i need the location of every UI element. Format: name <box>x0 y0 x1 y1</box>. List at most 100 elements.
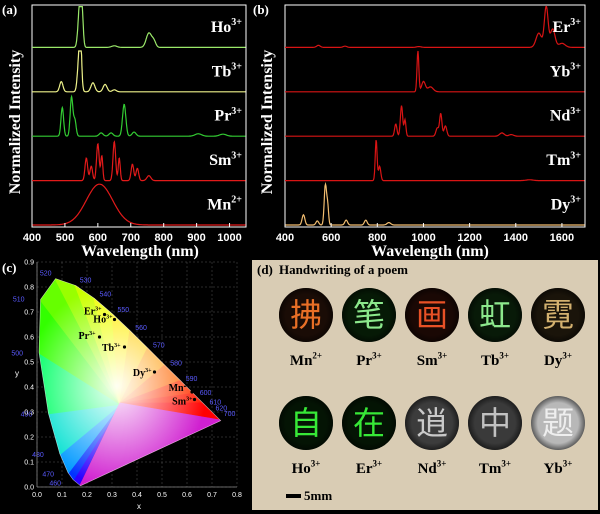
wavelength-label: 580 <box>170 360 182 367</box>
sample-pr: 笔 Pr3+ <box>342 288 396 369</box>
cie-axes: 0.0 0.1 0.2 0.3 0.4 0.5 0.6 0.7 0.8 0.0 0.1 0.2 0.3 0… <box>24 260 242 500</box>
cie-label-sm: Sm3+ <box>172 396 193 407</box>
handwritten-character: 虹 <box>479 296 511 334</box>
sample-tb: 虹 Tb3+ <box>468 288 522 369</box>
panel-c-tag: (c) <box>2 260 16 275</box>
cie-point-tb <box>122 345 127 349</box>
panel-d: (d) Handwriting of a poem 拂 Mn2+ 笔 Pr3+ 画 Sm3… <box>252 260 598 510</box>
panel-a-xlabel: Wavelength (nm) <box>81 243 199 260</box>
cie-y-tick: 0.0 <box>24 485 34 492</box>
handwritten-character: 笔 <box>353 296 385 334</box>
wavelength-label: 560 <box>135 325 147 332</box>
sample-nd: 逍 Nd3+ <box>405 396 459 477</box>
x-tick-label: 600 <box>89 232 107 244</box>
handwritten-character: 题 <box>542 404 574 442</box>
sample-dy: 霓 Dy3+ <box>531 288 585 369</box>
spectrum-sm <box>32 140 246 182</box>
cie-label-mn: Mn2+ <box>169 383 191 394</box>
cie-point-sm <box>192 397 197 402</box>
panel-d-samples: 拂 Mn2+ 笔 Pr3+ 画 Sm3+ 虹 Tb3+ 霓 Dy3+ 自 Ho3+ 在 Er3+ 逍 Nd3+… <box>279 288 585 477</box>
spectrum-nd <box>285 105 585 137</box>
cie-label-pr: Pr3+ <box>79 331 97 342</box>
wavelength-label: 530 <box>80 278 92 285</box>
cie-label-ho: Ho3+ <box>93 314 113 325</box>
cie-label-dy: Dy3+ <box>133 368 152 379</box>
sample-ho: 自 Ho3+ <box>279 396 333 477</box>
sample-label-nd: Nd3+ <box>418 459 447 477</box>
wavelength-label: 540 <box>100 292 112 299</box>
cie-y-tick: 0.3 <box>24 410 34 417</box>
ion-label-tm: Tm3+ <box>546 150 581 169</box>
ion-label-pr: Pr3+ <box>214 106 242 125</box>
ion-label-nd: Nd3+ <box>550 106 581 125</box>
cie-x-tick: 0.1 <box>57 492 67 499</box>
handwritten-character: 在 <box>353 404 385 442</box>
cie-point-mn <box>190 390 194 394</box>
handwritten-character: 画 <box>416 296 448 334</box>
panel-a-x-ticks: 400 500 600 700 800 900 1000 <box>23 223 242 244</box>
scale-bar <box>286 494 301 498</box>
ion-label-tb: Tb3+ <box>212 62 243 81</box>
panel-a-ion-labels: Ho3+ Tb3+ Pr3+ Sm3+ Mn2+ <box>207 17 242 213</box>
x-tick-label: 800 <box>155 232 173 244</box>
sample-yb: 题 Yb3+ <box>531 396 585 477</box>
panel-b-x-ticks: 400 600 800 1000 1200 1400 1600 <box>276 223 574 244</box>
cie-y-tick: 0.9 <box>24 260 34 267</box>
wavelength-label: 620 <box>216 406 228 413</box>
cie-point-pr <box>97 335 102 339</box>
cie-x-tick: 0.7 <box>207 492 217 499</box>
wavelength-label: 480 <box>32 452 44 459</box>
handwritten-character: 逍 <box>416 404 448 442</box>
x-tick-label: 1400 <box>504 232 528 244</box>
panel-b-ion-labels: Er3+ Yb3+ Nd3+ Tm3+ Dy3+ <box>546 17 581 213</box>
cie-x-tick: 0.5 <box>157 492 167 499</box>
wavelength-label: 600 <box>200 390 212 397</box>
sample-label-sm: Sm3+ <box>417 351 447 369</box>
sample-er: 在 Er3+ <box>342 396 396 477</box>
cie-x-tick: 0.2 <box>82 492 92 499</box>
cie-x-tick: 0.0 <box>32 492 42 499</box>
wavelength-label: 470 <box>42 472 54 479</box>
wavelength-label: 550 <box>118 307 130 314</box>
ion-label-yb: Yb3+ <box>550 62 581 81</box>
sample-label-dy: Dy3+ <box>544 351 572 369</box>
sample-label-tm: Tm3+ <box>479 459 511 477</box>
cie-points: Er3+Ho3+ Pr3+ Tb3+ Dy3+ Mn2+ Sm3+ <box>79 306 197 408</box>
sample-label-yb: Yb3+ <box>544 459 573 477</box>
panel-c: (c) 460 470 480 490 500 510 520 530 540 550 560 570… <box>2 260 242 512</box>
x-tick-label: 1200 <box>457 232 481 244</box>
sample-label-pr: Pr3+ <box>356 351 381 369</box>
handwritten-character: 拂 <box>290 296 322 334</box>
cie-x-tick: 0.4 <box>132 492 142 499</box>
cie-y-tick: 0.8 <box>24 285 34 292</box>
panel-b-ylabel: Normalized Intensity <box>259 50 276 194</box>
x-tick-label: 1000 <box>217 232 241 244</box>
spectrum-tb <box>32 50 246 93</box>
cie-y-tick: 0.5 <box>24 360 34 367</box>
wavelength-label: 520 <box>40 271 52 278</box>
cie-wavelength-labels: 460 470 480 490 500 510 520 530 540 550 560 570 580 5… <box>11 271 235 488</box>
panel-b-traces <box>285 6 585 226</box>
wavelength-label: 490 <box>21 411 33 418</box>
panel-a-ylabel: Normalized Intensity <box>7 50 24 194</box>
handwritten-character: 自 <box>290 404 322 442</box>
cie-y-tick: 0.4 <box>24 385 34 392</box>
spectral-locus-outline <box>38 278 222 487</box>
panel-a: (a) Normalized Intensity Ho3+ Tb3+ Pr3+ Sm3… <box>2 2 247 260</box>
cie-xlabel: x <box>137 502 141 511</box>
spectrum-tm <box>285 140 585 182</box>
wavelength-label: 510 <box>13 297 25 304</box>
x-tick-label: 400 <box>276 232 294 244</box>
cie-x-tick: 0.3 <box>107 492 117 499</box>
wavelength-label: 610 <box>210 400 222 407</box>
panel-a-traces <box>32 6 246 226</box>
cie-x-tick: 0.8 <box>232 492 242 499</box>
cie-y-tick: 0.6 <box>24 335 34 342</box>
x-tick-label: 1600 <box>550 232 574 244</box>
ion-label-ho: Ho3+ <box>211 17 242 36</box>
panel-d-tag: (d) <box>257 262 273 277</box>
cie-point-er <box>102 312 107 317</box>
x-tick-label: 400 <box>23 232 41 244</box>
wavelength-label: 570 <box>153 342 165 349</box>
panel-b: (b) Normalized Intensity Er3+ Yb3+ Nd3+ Tm3… <box>253 2 586 260</box>
